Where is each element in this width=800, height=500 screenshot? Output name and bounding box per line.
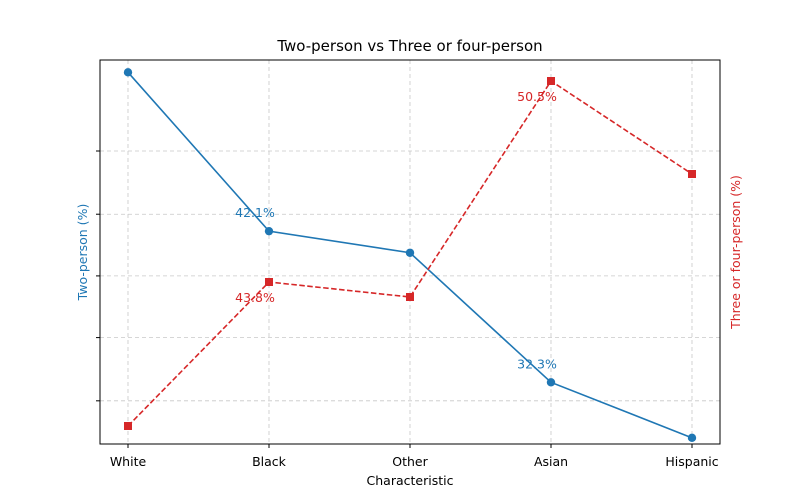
x-axis-title: Characteristic — [367, 473, 454, 488]
x-tick-label: White — [110, 454, 147, 469]
series-1 — [123, 68, 697, 443]
data-point-circle — [687, 433, 697, 443]
data-point-square — [265, 278, 273, 286]
data-point-square — [547, 77, 555, 85]
ticks: White Black Other Asian Hispanic — [96, 150, 719, 469]
data-point-circle — [546, 378, 556, 387]
data-label: 32.3% — [517, 356, 557, 371]
data-point-square — [688, 170, 696, 178]
data-point-square — [406, 293, 414, 301]
x-tick-label: Hispanic — [665, 454, 718, 469]
series-line — [127, 79, 693, 427]
chart-title: Two-person vs Three or four-person — [276, 37, 542, 55]
data-label: 43.8% — [235, 290, 275, 305]
data-point-circle — [264, 226, 274, 236]
data-point-circle — [405, 248, 415, 257]
data-label: 42.1% — [235, 205, 275, 220]
y-axis-left-title: Two-person (%) — [75, 204, 90, 302]
series-layer — [123, 68, 697, 443]
data-labels: 42.1% 32.3% 43.8% 50.5% — [235, 89, 557, 371]
data-point-square — [124, 422, 132, 430]
y-axis-right-title: Three or four-person (%) — [728, 175, 743, 330]
series-2 — [124, 77, 696, 430]
x-tick-label: Other — [392, 454, 428, 469]
x-tick-label: Asian — [534, 454, 568, 469]
data-point-circle — [123, 68, 133, 77]
data-label: 50.5% — [517, 89, 557, 104]
x-tick-label: Black — [252, 454, 287, 469]
grid — [100, 60, 720, 444]
